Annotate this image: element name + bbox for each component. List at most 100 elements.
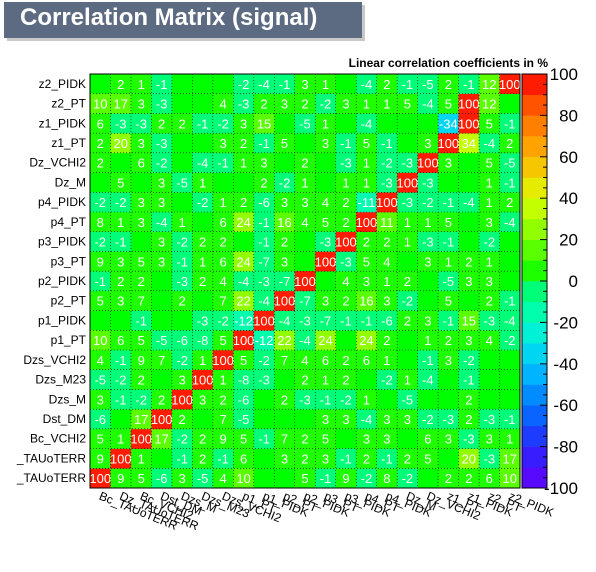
cell-value-label: 100: [294, 274, 316, 289]
cell-value-label: -3: [340, 156, 352, 171]
heatmap-cell: [479, 271, 500, 292]
cell-value-label: 100: [151, 412, 173, 427]
cell-value-label: 24: [318, 333, 332, 348]
colorbar-tick-label: -40: [553, 355, 578, 374]
cell-value-label: 100: [499, 77, 521, 92]
cell-value-label: 2: [404, 451, 411, 466]
heatmap-cell: [479, 310, 500, 331]
heatmap-cell: [212, 310, 234, 331]
heatmap-cell: [376, 251, 398, 272]
cell-value-label: 100: [110, 451, 132, 466]
heatmap-cell: [171, 231, 193, 252]
heatmap-cell: [253, 369, 275, 390]
cell-value-label: 100: [397, 175, 419, 190]
cell-value-label: 4: [383, 254, 390, 269]
cell-value-label: -1: [443, 313, 455, 328]
cell-value-label: 5: [138, 254, 145, 269]
heatmap-cell: [315, 330, 337, 351]
heatmap-cell: [376, 428, 398, 449]
cell-value-label: 1: [363, 175, 370, 190]
cell-value-label: -3: [381, 175, 393, 190]
cell-value-label: 1: [301, 175, 308, 190]
heatmap-cell: [458, 93, 480, 114]
cell-value-label: 10: [503, 471, 517, 486]
heatmap-cell: [397, 152, 418, 173]
cell-value-label: -2: [340, 392, 352, 407]
cell-value-label: -1: [340, 136, 352, 151]
heatmap-cell: [212, 350, 234, 371]
heatmap-cell: [171, 369, 193, 390]
cell-value-label: 2: [117, 77, 124, 92]
heatmap-cell: [151, 350, 173, 371]
y-tick-label: _TAUoTERR: [16, 471, 86, 485]
cell-value-label: -1: [381, 451, 393, 466]
heatmap-cell: [376, 212, 398, 233]
heatmap-cell: [212, 152, 234, 173]
cell-value-label: -2: [258, 353, 270, 368]
cell-value-label: 7: [281, 353, 288, 368]
heatmap-cell: [438, 350, 459, 371]
cell-value-label: 2: [465, 412, 472, 427]
heatmap-cell: [192, 113, 214, 134]
cell-value-label: 8: [383, 471, 390, 486]
y-tick-label: p4_PIDK: [38, 195, 86, 209]
cell-value-label: -1: [443, 195, 455, 210]
heatmap-cell: [212, 409, 234, 430]
heatmap-cell: [417, 212, 439, 233]
cell-value-label: -3: [299, 313, 311, 328]
cell-value-label: 2: [363, 235, 370, 250]
heatmap-cell: [294, 113, 316, 134]
heatmap-cell: [417, 330, 439, 351]
heatmap-cell: [335, 310, 357, 331]
cell-value-label: 3: [138, 97, 145, 112]
heatmap-cell: [110, 468, 132, 489]
heatmap-cell: [130, 330, 152, 351]
heatmap-cell: [294, 468, 316, 489]
cell-value-label: 3: [117, 254, 124, 269]
heatmap-cell: [315, 428, 337, 449]
heatmap-cell: [335, 133, 357, 154]
color-scale-labels: 100 80 60 40 20 0 -20 -40 -60 -80 -100: [540, 65, 578, 498]
heatmap-cell: [110, 369, 132, 390]
heatmap-cell: [417, 448, 439, 469]
cell-value-label: 100: [274, 294, 296, 309]
cell-value-label: -2: [463, 353, 475, 368]
heatmap-cell: [438, 251, 459, 272]
cell-value-label: -1: [115, 392, 127, 407]
cell-value-label: 1: [322, 116, 329, 131]
cell-value-label: 5: [363, 136, 370, 151]
heatmap-cell: [90, 369, 111, 390]
cell-value-label: 2: [465, 471, 472, 486]
heatmap-cell: [253, 152, 275, 173]
heatmap-cell: [233, 409, 255, 430]
cell-value-label: 100: [192, 373, 214, 388]
heatmap-cell: [335, 369, 357, 390]
cell-value-label: 1: [383, 274, 390, 289]
cell-value-label: 7: [219, 412, 226, 427]
cell-value-label: 2: [97, 136, 104, 151]
heatmap-cell: [294, 350, 316, 371]
y-tick-label: p3_PT: [51, 254, 87, 268]
cell-value-label: -3: [156, 97, 168, 112]
cell-value-label: 1: [486, 175, 493, 190]
cell-value-label: 2: [240, 136, 247, 151]
cell-value-label: -1: [463, 77, 475, 92]
heatmap-cell: [274, 231, 296, 252]
heatmap-cell: [151, 389, 173, 410]
cell-value-label: -6: [238, 392, 250, 407]
heatmap-cell: [233, 192, 255, 213]
heatmap-cell: [274, 251, 296, 272]
cell-value-label: 1: [363, 97, 370, 112]
cell-value-label: 9: [138, 353, 145, 368]
heatmap-cell: [192, 369, 214, 390]
cell-value-label: 3: [404, 412, 411, 427]
heatmap-cell: [90, 113, 111, 134]
heatmap-cell: [110, 113, 132, 134]
cell-value-label: 2: [199, 451, 206, 466]
cell-value-label: 5: [363, 254, 370, 269]
heatmap-cell: [294, 271, 316, 292]
cell-value-label: 1: [342, 175, 349, 190]
colorbar-segment: [522, 136, 547, 158]
heatmap-cell: [171, 448, 193, 469]
heatmap-cell: [110, 74, 132, 95]
